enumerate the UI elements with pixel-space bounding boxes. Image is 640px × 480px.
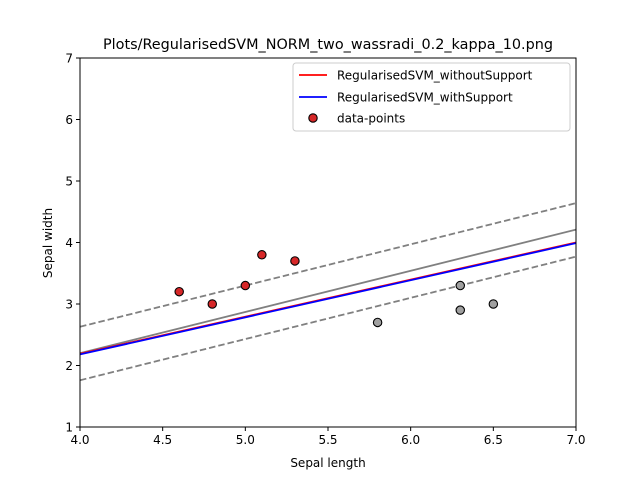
legend-label: data-points (337, 112, 405, 126)
data-point (290, 256, 300, 266)
x-tick-label: 6.0 (401, 433, 420, 447)
data-point (455, 280, 466, 291)
data-point (240, 280, 251, 291)
legend: RegularisedSVM_withoutSupport Regularised… (292, 62, 571, 132)
legend-marker-swatch (308, 113, 318, 123)
x-tick-label: 5.5 (318, 433, 337, 447)
chart-title: Plots/RegularisedSVM_NORM_two_wassradi_0… (103, 37, 553, 53)
y-tick-label: 5 (65, 175, 73, 189)
plot-area (80, 202, 576, 382)
data-point (257, 250, 267, 260)
x-tick-label: 5.0 (236, 433, 255, 447)
y-tick-label: 7 (65, 52, 73, 66)
legend-label: RegularisedSVM_withoutSupport (337, 69, 533, 83)
x-tick-label: 6.5 (484, 433, 503, 447)
y-axis-label: Sepal width (41, 208, 55, 278)
y-tick-label: 6 (65, 113, 73, 127)
data-point (488, 299, 499, 309)
x-tick-label: 4.0 (70, 433, 89, 447)
legend-box (292, 62, 571, 132)
data-point (207, 299, 218, 309)
series-line-RegularisedSVM_withSupport (80, 242, 576, 356)
y-tick-label: 2 (65, 359, 73, 373)
y-tick-label: 3 (65, 298, 73, 312)
x-axis-label: Sepal length (290, 456, 365, 470)
decision-boundary-line (80, 228, 576, 355)
y-tick-label: 4 (65, 236, 73, 250)
data-point (455, 305, 466, 315)
data-point (372, 317, 383, 328)
y-tick-label: 1 (65, 421, 73, 435)
legend-label: RegularisedSVM_withSupport (337, 91, 513, 105)
x-tick-label: 7.0 (566, 433, 585, 447)
data-point (174, 286, 184, 297)
x-tick-label: 4.5 (153, 433, 172, 447)
